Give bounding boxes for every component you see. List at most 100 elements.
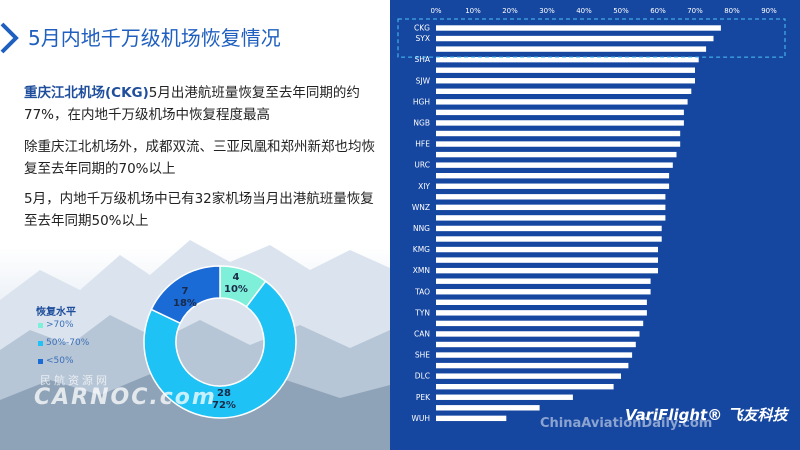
- category-label: WUH: [411, 414, 430, 423]
- paragraph-ckg: 重庆江北机场(CKG)5月出港航班量恢复至去年同期的约77%，在内地千万级机场中…: [24, 82, 384, 126]
- bar: [436, 78, 695, 84]
- bar: [436, 405, 540, 411]
- bar: [436, 99, 688, 105]
- category-label: CAN: [414, 329, 430, 338]
- x-tick-label: 10%: [465, 7, 481, 15]
- bar: [436, 362, 629, 369]
- legend-swatch: [38, 340, 43, 346]
- bar: [436, 310, 647, 316]
- bar: [436, 88, 692, 94]
- page-title: 5月内地千万级机场恢复情况: [28, 26, 281, 50]
- category-label: CKG: [414, 24, 430, 33]
- chevron-right-icon: [0, 22, 19, 54]
- category-label: NNG: [413, 224, 430, 233]
- legend-title: 恢复水平: [36, 307, 76, 318]
- x-tick-label: 70%: [687, 7, 703, 15]
- donut-pct: 72%: [212, 400, 236, 411]
- donut-label-high: 4 10%: [224, 272, 248, 296]
- donut-count: 7: [181, 286, 189, 297]
- bar: [436, 194, 666, 200]
- legend-swatch: [38, 322, 43, 328]
- category-label: SHE: [415, 351, 430, 360]
- bar: [436, 173, 670, 179]
- carnoc-watermark: CARNOC.com: [34, 385, 217, 410]
- legend-label: <50%: [46, 356, 74, 366]
- bar: [436, 46, 707, 52]
- x-tick-label: 40%: [576, 7, 592, 15]
- x-tick-label: 30%: [539, 7, 555, 15]
- category-label: PEK: [416, 393, 431, 402]
- bar: [436, 162, 673, 168]
- bar: [436, 183, 670, 189]
- chart-panel: 0% 10% 20% 30% 40% 50% 60% 70% 80% 90% CKG SYX SHA SJ…: [390, 0, 800, 450]
- bar: [436, 331, 640, 337]
- bar: [436, 236, 662, 242]
- category-label: WNZ: [412, 203, 430, 212]
- category-label: TYN: [414, 308, 430, 317]
- bar: [436, 215, 666, 221]
- bar: [436, 225, 662, 232]
- category-label: SJW: [416, 76, 431, 85]
- paragraph-others: 除重庆江北机场外，成都双流、三亚凤凰和郑州新郑也均恢复至去年同期的70%以上: [24, 139, 375, 177]
- bar: [436, 320, 644, 327]
- x-tick-label: 0%: [430, 7, 441, 15]
- legend-swatch: [38, 358, 43, 364]
- donut-pct: 18%: [173, 298, 197, 309]
- bar: [436, 109, 684, 116]
- category-label: XMN: [413, 266, 430, 275]
- donut-slice: [143, 280, 297, 419]
- chinaaviationdaily-watermark: ChinaAviationDaily.com: [540, 416, 713, 431]
- paragraph-summary: 5月，内地千万级机场中已有32家机场当月出港航班量恢复至去年同期50%以上: [24, 191, 374, 229]
- bar: [436, 341, 636, 348]
- bar: [436, 278, 651, 284]
- x-tick-label: 60%: [650, 7, 666, 15]
- bar: [436, 352, 633, 358]
- paragraph-ckg-highlight: 重庆江北机场(CKG): [24, 85, 149, 101]
- bar: [436, 289, 651, 295]
- category-label: HGH: [413, 97, 430, 106]
- legend-item-mid: 50%-70%: [38, 338, 89, 348]
- bar: [436, 267, 658, 274]
- category-label: TAO: [414, 287, 430, 296]
- x-tick-label: 80%: [724, 7, 740, 15]
- bar: [436, 299, 647, 305]
- category-label: SYX: [416, 34, 430, 43]
- bar: [436, 35, 714, 42]
- bar: [436, 257, 658, 263]
- highlight-box: [397, 18, 786, 58]
- donut-slice: [150, 265, 221, 325]
- x-tick-label: 20%: [502, 7, 518, 15]
- donut-chart: [143, 265, 297, 419]
- bar: [436, 151, 677, 158]
- donut-pct: 10%: [224, 284, 248, 295]
- variflight-logo: VariFlight® 飞友科技: [625, 406, 788, 424]
- legend-item-high: >70%: [38, 320, 74, 330]
- legend-item-low: <50%: [38, 356, 74, 366]
- category-label: DLC: [415, 372, 430, 381]
- category-label: KMG: [413, 245, 430, 254]
- donut-count: 4: [232, 272, 240, 283]
- category-label: XIY: [418, 182, 430, 191]
- bar: [436, 384, 614, 390]
- donut-label-mid: 28 72%: [212, 388, 236, 412]
- category-label: NGB: [413, 118, 430, 127]
- donut-label-low: 7 18%: [173, 286, 197, 310]
- carnoc-watermark-cn: 民航资源网: [40, 374, 110, 387]
- x-tick-label: 90%: [761, 7, 777, 15]
- bar: [436, 67, 695, 73]
- x-tick-label: 50%: [613, 7, 629, 15]
- category-label: HFE: [415, 140, 430, 149]
- legend-label: 50%-70%: [46, 338, 90, 348]
- legend-label: >70%: [46, 320, 74, 330]
- paragraph-ckg-rest: 5月出港航班量恢复至去年同期的约77%，在内地千万级机场中恢复程度最高: [24, 85, 360, 123]
- bar: [436, 25, 721, 31]
- bar: [436, 120, 684, 126]
- category-label: URC: [414, 161, 430, 170]
- bar: [436, 130, 681, 137]
- category-label: SHA: [414, 55, 430, 64]
- bar: [436, 141, 681, 147]
- bar: [436, 56, 699, 63]
- bar: [436, 246, 658, 253]
- donut-count: 28: [217, 388, 231, 399]
